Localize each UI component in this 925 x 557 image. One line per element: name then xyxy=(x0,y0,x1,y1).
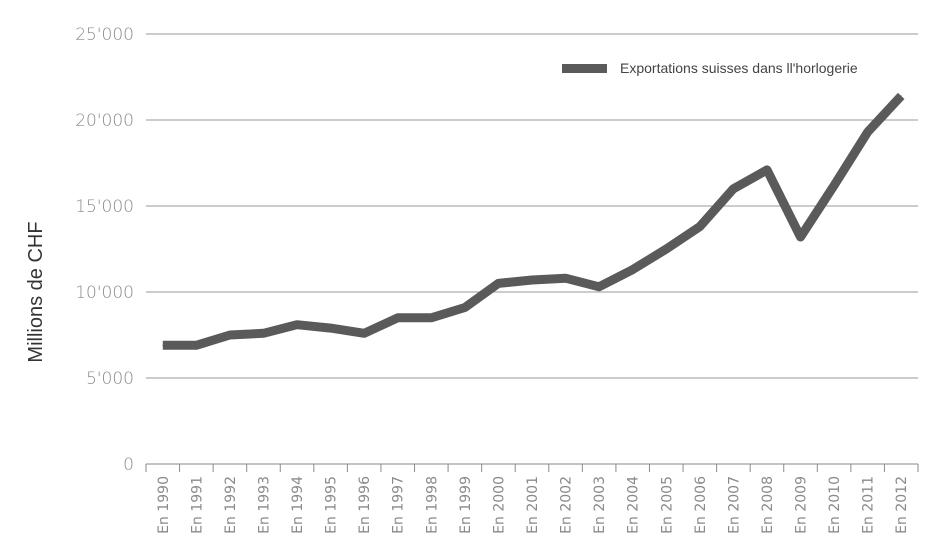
grid-lines xyxy=(146,33,918,379)
y-tick-label: 10'000 xyxy=(75,283,134,303)
x-tick-label: En 1993 xyxy=(256,476,272,534)
data-point xyxy=(296,324,298,326)
legend-swatch xyxy=(562,64,607,73)
x-tick-label: En 2009 xyxy=(794,476,810,534)
legend-label: Exportations suisses dans ll'horlogerie xyxy=(620,60,858,76)
x-tick-label: En 1994 xyxy=(290,476,306,534)
series-line xyxy=(162,92,905,350)
x-tick-label: En 2010 xyxy=(827,476,843,534)
data-point xyxy=(195,344,197,346)
data-point xyxy=(732,188,734,190)
data-point xyxy=(833,184,835,186)
data-point xyxy=(665,248,667,250)
x-tick-label: En 1999 xyxy=(458,476,474,534)
x-tick-label: En 2006 xyxy=(693,476,709,534)
data-point xyxy=(162,344,164,346)
data-point xyxy=(598,286,600,288)
data-point xyxy=(229,334,231,336)
x-tick-label: En 1995 xyxy=(324,476,340,534)
data-point xyxy=(565,277,567,279)
data-point xyxy=(699,226,701,228)
x-tick-label: En 2000 xyxy=(491,476,507,534)
x-tick-label: En 2003 xyxy=(592,476,608,534)
series-group xyxy=(162,92,905,350)
data-point xyxy=(800,236,802,238)
y-tick-label: 25'000 xyxy=(75,25,134,45)
y-axis-label: Millions de CHF xyxy=(25,221,47,362)
x-tick-label: En 2012 xyxy=(894,476,910,534)
x-tick-label: En 1997 xyxy=(391,476,407,534)
x-tick-label: En 1991 xyxy=(189,476,205,534)
x-tick-label: En 2005 xyxy=(659,476,675,534)
x-tick-label: En 1996 xyxy=(357,476,373,534)
data-point xyxy=(363,332,365,334)
x-tick-label: En 2007 xyxy=(726,476,742,534)
data-point xyxy=(531,279,533,281)
x-tick-label: En 2008 xyxy=(760,476,776,534)
x-tick-label: En 1990 xyxy=(156,476,172,534)
y-axis-ticks: 0 5'000 10'000 15'000 20'000 25'000 xyxy=(75,25,134,475)
legend: Exportations suisses dans ll'horlogerie xyxy=(562,60,858,76)
data-point xyxy=(262,332,264,334)
data-point xyxy=(330,327,332,329)
data-point xyxy=(867,131,869,133)
data-point xyxy=(497,282,499,284)
x-tick-label: En 1998 xyxy=(424,476,440,534)
data-point xyxy=(766,169,768,171)
x-tick-label: En 1992 xyxy=(223,476,239,534)
data-point xyxy=(464,306,466,308)
y-tick-label: 15'000 xyxy=(75,197,134,217)
x-axis: En 1990 En 1991 En 1992 En 1993 En 1994 En 19… xyxy=(145,463,919,534)
x-tick-label: En 2002 xyxy=(559,476,575,534)
x-tick-label: En 2004 xyxy=(626,476,642,534)
y-tick-label: 5'000 xyxy=(86,369,134,389)
y-tick-label: 20'000 xyxy=(75,111,134,131)
x-tick-label: En 2001 xyxy=(525,476,541,534)
data-point xyxy=(430,317,432,319)
x-tick-label: En 2011 xyxy=(861,476,877,534)
data-point xyxy=(397,317,399,319)
y-tick-label: 0 xyxy=(123,455,134,475)
data-point xyxy=(900,95,902,97)
data-point xyxy=(632,269,634,271)
